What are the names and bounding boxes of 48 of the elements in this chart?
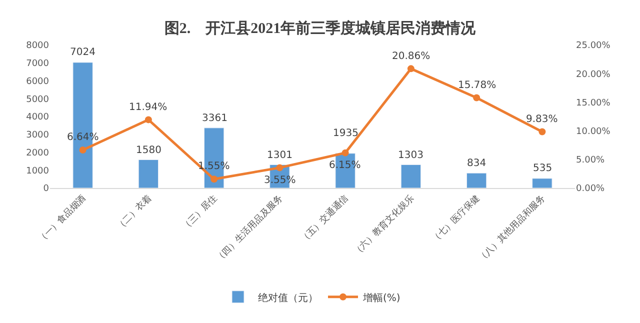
y2-tick-label: 10.00%: [576, 126, 611, 137]
data-label: 1580: [136, 145, 162, 156]
bar: [466, 172, 487, 188]
point: [276, 164, 284, 172]
x-tick-label: （二）衣着: [114, 192, 154, 232]
data-label: 1301: [267, 150, 292, 161]
y-tick-label: 7000: [26, 59, 50, 70]
y2-tick-label: 15.00%: [576, 98, 611, 108]
y2-tick-label: 5.00%: [576, 156, 606, 166]
point: [144, 116, 152, 124]
x-tick-label: （一）食品烟酒: [36, 192, 88, 246]
y-tick-label: 8000: [26, 41, 50, 52]
data-label: 3361: [202, 113, 228, 124]
data-label: 20.86%: [392, 51, 430, 62]
point: [79, 146, 86, 154]
bar: [532, 178, 552, 188]
y2-tick-label: 0.00%: [576, 184, 606, 194]
data-label: 15.78%: [458, 80, 496, 91]
data-label: 1935: [333, 128, 358, 139]
data-label: 834: [467, 158, 486, 169]
point: [342, 149, 349, 156]
bar: [400, 164, 422, 188]
y-tick-label: 4000: [26, 112, 50, 123]
point: [210, 176, 218, 183]
legend-label: 绝对值（元）: [258, 292, 318, 304]
y-tick-label: 3000: [26, 130, 50, 141]
data-label: 535: [533, 163, 552, 174]
bar: [138, 160, 159, 188]
data-label: 11.94%: [129, 102, 168, 113]
y-tick-label: 0: [43, 184, 50, 194]
x-tick-label: （七）医疗保健: [430, 192, 482, 246]
y-tick-label: 6000: [26, 76, 50, 87]
y-tick-label: 1000: [26, 166, 50, 176]
chart-title: 图2. 开江县2021年前三季度城镇居民消费情况: [164, 19, 477, 38]
x-tick-label: （三）居住: [180, 192, 220, 232]
y-tick-label: 5000: [26, 94, 50, 105]
y2-tick-label: 20.00%: [576, 70, 611, 80]
legend-label: 增幅(%): [362, 292, 400, 304]
y-tick-label: 2000: [26, 148, 50, 158]
point: [407, 65, 414, 72]
data-label: 9.83%: [526, 114, 558, 125]
point: [538, 128, 546, 136]
y2-tick-label: 25.00%: [576, 41, 611, 52]
x-tick-label: （五）交通通信: [298, 192, 351, 246]
point: [473, 94, 480, 102]
data-label: 1303: [398, 150, 424, 161]
data-label: 7024: [70, 47, 96, 58]
x-tick-label: （六）教育文化娱乐: [351, 192, 416, 258]
